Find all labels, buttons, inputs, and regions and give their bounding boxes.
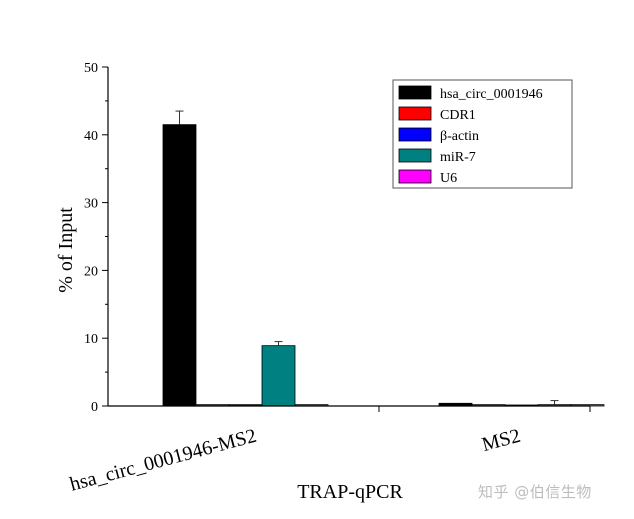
legend-swatch [398,169,432,184]
y-tick-label: 0 [91,400,98,415]
y-tick-label: 10 [84,332,98,347]
legend-label: β-actin [440,129,479,144]
legend-swatch [398,85,432,100]
y-tick-label: 20 [84,264,98,279]
y-tick-label: 30 [84,197,98,212]
legend-swatch [398,148,432,163]
legend-label: CDR1 [440,108,476,123]
legend: hsa_circ_0001946 CDR1 β-actin miR-7 U6 [392,79,573,189]
legend-label: hsa_circ_0001946 [440,87,543,102]
legend-label: U6 [440,171,457,186]
x-category-label: hsa_circ_0001946-MS2 [67,425,258,496]
bar-mir-7-0 [261,345,296,407]
legend-swatch [398,127,432,142]
bars-group [162,110,605,407]
bar-hsa-circ-0001946-0 [162,124,197,407]
legend-swatch [398,106,432,121]
y-tick-label: 40 [84,129,98,144]
legend-label: miR-7 [440,150,476,165]
y-tick-label: 50 [84,61,98,76]
watermark: 知乎 @伯信生物 [478,483,592,501]
y-axis-title: % of Input [55,207,77,293]
x-axis-title: TRAP-qPCR [297,481,403,503]
x-category-label: MS2 [480,425,523,456]
